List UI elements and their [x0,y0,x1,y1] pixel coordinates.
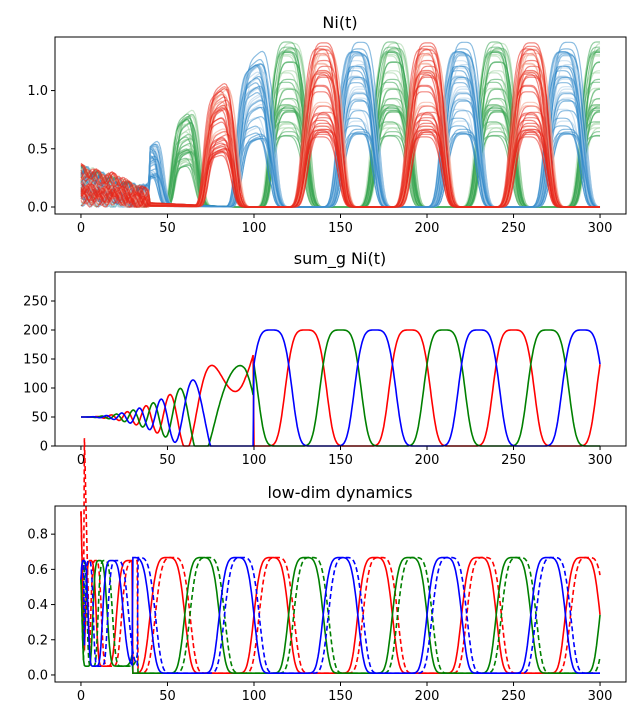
y-tick-label: 150 [23,353,48,368]
chart-title: sum_g Ni(t) [294,249,386,269]
series-line-green-dashed [80,556,601,674]
y-tick-label: 0.0 [27,201,48,216]
x-tick-label: 200 [415,689,440,704]
x-tick-label: 200 [415,221,440,236]
x-tick-label: 50 [159,689,176,704]
x-tick-label: 250 [501,689,526,704]
x-tick-label: 300 [588,453,613,468]
series-line-blue [80,556,600,674]
y-tick-label: 0.2 [27,633,48,648]
y-tick-label: 0 [40,440,48,455]
x-tick-label: 300 [588,689,613,704]
x-tick-label: 150 [328,453,353,468]
x-tick-label: 100 [242,221,267,236]
y-tick-label: 50 [31,411,48,426]
y-tick-label: 0.8 [27,528,48,543]
chart-title: Ni(t) [322,13,357,32]
x-tick-label: 50 [159,221,176,236]
series-line-group-1 [80,84,600,208]
x-tick-label: 50 [159,453,176,468]
x-tick-label: 0 [77,689,85,704]
axes-frame [54,271,627,447]
y-tick-label: 0.0 [27,668,48,683]
series-line-red [80,511,601,674]
x-tick-label: 0 [77,221,85,236]
x-tick-label: 0 [77,453,85,468]
y-tick-label: 100 [23,382,48,397]
y-tick-label: 1.0 [27,84,48,99]
x-tick-label: 100 [242,453,267,468]
chart-title: low-dim dynamics [267,483,412,502]
series-line-green [81,329,600,447]
y-tick-label: 0.5 [27,142,48,157]
axes-frame [54,36,627,215]
y-tick-label: 200 [23,324,48,339]
x-tick-label: 300 [588,221,613,236]
plot-area [80,41,601,208]
y-tick-label: 0.4 [27,598,48,613]
panel-ni-t: Ni(t) 0 50 100 150 200 250 300 0.0 0.5 1.0 [27,13,627,236]
series-line-red-dashed [80,438,601,674]
series-line-green [80,556,601,674]
x-tick-label: 150 [328,689,353,704]
series-line-blue-dashed [80,556,600,674]
panel-sum-ni-t: sum_g Ni(t) 0 50 100 150 200 250 300 0 50 100 150 2… [23,249,627,468]
y-tick-label: 0.6 [27,563,48,578]
panel-low-dim-dynamics: low-dim dynamics 0 50 100 150 200 250 300 0.0 0.… [27,438,627,704]
x-tick-label: 250 [501,221,526,236]
x-tick-label: 100 [242,689,267,704]
axes-frame [54,505,627,683]
y-tick-label: 250 [23,295,48,310]
x-tick-label: 200 [415,453,440,468]
x-tick-label: 250 [501,453,526,468]
x-tick-label: 150 [328,221,353,236]
